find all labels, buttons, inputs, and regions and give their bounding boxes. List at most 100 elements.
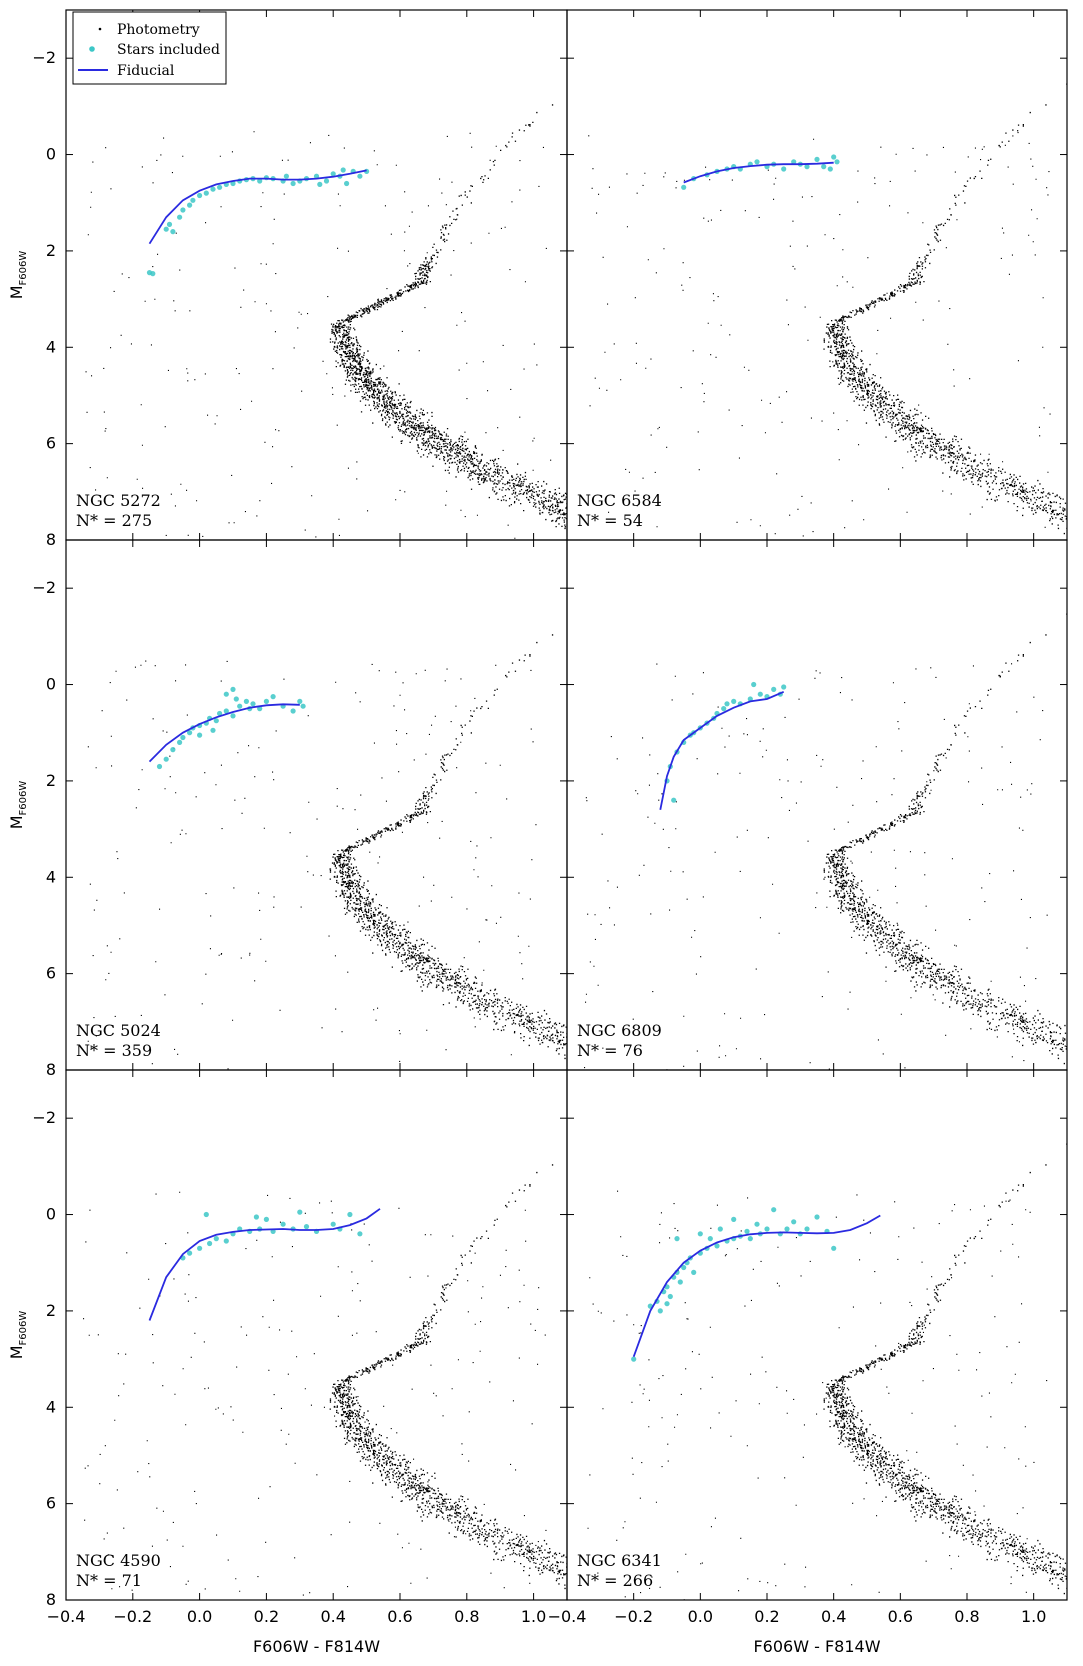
- star-included-point: [237, 703, 243, 709]
- star-included-point: [814, 1214, 820, 1220]
- photometry-points-3: [87, 634, 567, 1070]
- star-included-point: [340, 167, 346, 173]
- star-included-point: [156, 763, 163, 770]
- fit-layer: [146, 154, 881, 1362]
- x-axis-title: F606W - F814W: [253, 1637, 380, 1656]
- star-included-point: [814, 156, 820, 162]
- star-included-point: [664, 1301, 670, 1307]
- star-included-point: [223, 1238, 229, 1244]
- star-included-point: [731, 698, 737, 705]
- star-included-point: [357, 1231, 363, 1237]
- y-tick-label: 2: [46, 771, 56, 790]
- star-included-point: [170, 747, 176, 753]
- star-included-point: [313, 173, 320, 179]
- cluster-name: NGC 6341: [577, 1551, 662, 1570]
- star-included-point: [263, 698, 269, 705]
- x-tick-label: 0.8: [454, 1607, 479, 1626]
- star-included-point: [180, 207, 186, 213]
- fiducial-line-4: [659, 690, 785, 810]
- x-tick-label: 0.4: [320, 1607, 345, 1626]
- star-included-point: [263, 1216, 269, 1222]
- star-count: N* = 76: [577, 1041, 643, 1060]
- y-tick-label: 8: [46, 1060, 56, 1079]
- panel-1-frame: [65, 9, 568, 541]
- star-count: N* = 266: [577, 1571, 653, 1590]
- x-tick-label: 0.8: [954, 1607, 979, 1626]
- star-included-point: [197, 732, 203, 738]
- y-tick-label: 2: [46, 241, 56, 260]
- star-included-point: [724, 701, 730, 707]
- star-included-point: [657, 1308, 663, 1314]
- star-included-point: [290, 708, 296, 714]
- star-included-point: [187, 1250, 193, 1256]
- x-tick-label: 1.0: [1021, 1607, 1046, 1626]
- x-axis-title: F606W - F814W: [753, 1637, 880, 1656]
- star-included-point: [197, 1245, 203, 1251]
- star-included-point: [631, 1356, 637, 1362]
- star-included-point: [827, 166, 833, 172]
- star-included-point: [250, 701, 256, 707]
- panel-1-photometry: [85, 104, 567, 540]
- star-included-point: [213, 1236, 219, 1242]
- y-axis-title: MF606W: [7, 1311, 29, 1360]
- star-included-point: [303, 1224, 310, 1230]
- star-included-point: [681, 184, 687, 190]
- star-count: N* = 275: [76, 511, 152, 530]
- star-included-point: [831, 154, 837, 160]
- x-tick-label: −0.2: [113, 1607, 152, 1626]
- x-tick-label: 0.6: [387, 1607, 412, 1626]
- star-included-point: [721, 706, 727, 712]
- star-included-point: [781, 166, 787, 172]
- x-tick-label: 0.6: [888, 1607, 913, 1626]
- star-included-point: [671, 797, 677, 803]
- star-included-point: [731, 1216, 737, 1222]
- star-included-point: [230, 686, 236, 693]
- star-included-point: [707, 1236, 713, 1242]
- star-included-point: [187, 730, 193, 736]
- photometry-points-6: [587, 1143, 1067, 1600]
- star-included-point: [170, 229, 176, 235]
- panel-5-frame: [65, 1069, 568, 1601]
- x-tick-label: −0.2: [614, 1607, 653, 1626]
- x-tick-label: 0.4: [821, 1607, 846, 1626]
- star-included-point: [831, 1245, 837, 1251]
- panel-6-photometry: [587, 1143, 1067, 1600]
- fiducial-line-2: [683, 161, 834, 184]
- x-tick-label: −0.4: [548, 1607, 587, 1626]
- y-tick-label: −2: [32, 1108, 56, 1127]
- panel-3-photometry: [87, 634, 567, 1070]
- legend-stars-label: Stars included: [117, 42, 220, 58]
- cluster-name: NGC 4590: [76, 1551, 161, 1570]
- panel-3-frame: [65, 539, 568, 1071]
- star-included-point: [297, 1209, 303, 1215]
- star-included-point: [317, 181, 323, 187]
- star-included-point: [177, 214, 183, 220]
- panel-4-frame: [566, 539, 1068, 1071]
- panel-2-photometry: [588, 83, 1067, 537]
- star-included-point: [781, 684, 787, 690]
- y-tick-label: 8: [46, 1590, 56, 1609]
- x-tick-label: 0.0: [187, 1607, 212, 1626]
- star-included-point: [744, 1228, 750, 1234]
- star-included-point: [166, 221, 173, 227]
- star-included-point: [754, 159, 760, 165]
- star-included-point: [197, 192, 203, 199]
- star-included-point: [677, 1279, 683, 1285]
- star-included-point: [163, 226, 169, 232]
- star-included-point: [163, 756, 169, 762]
- star-included-point: [751, 681, 757, 688]
- star-included-point: [180, 734, 186, 741]
- star-count: N* = 71: [76, 1571, 142, 1590]
- cluster-name: NGC 5024: [76, 1021, 161, 1040]
- fiducial-line-6: [632, 1214, 881, 1358]
- photometry-layer: [83, 83, 1067, 1600]
- star-included-point: [764, 1226, 770, 1232]
- star-included-point: [757, 691, 763, 697]
- y-tick-label: 6: [46, 434, 56, 453]
- star-included-point: [203, 190, 209, 196]
- star-included-point: [804, 1226, 810, 1232]
- star-included-point: [213, 718, 219, 724]
- cluster-name: NGC 6584: [577, 491, 662, 510]
- y-tick-label: 6: [46, 1494, 56, 1513]
